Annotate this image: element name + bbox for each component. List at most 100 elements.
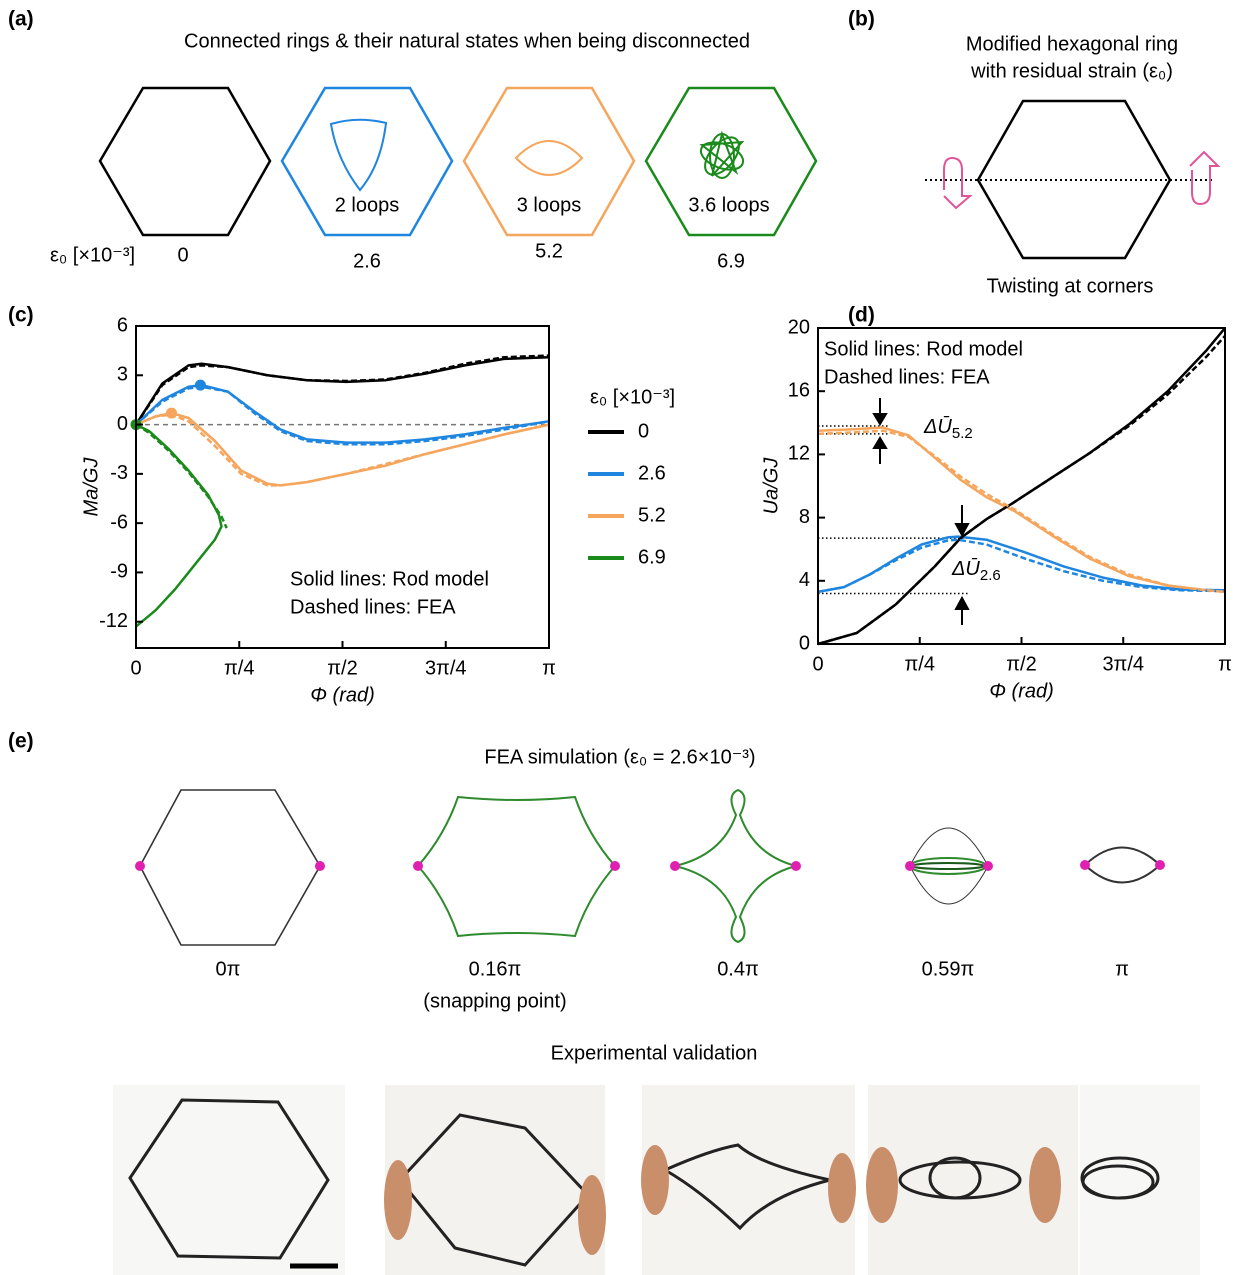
gap-subscript: 5.2 xyxy=(952,425,973,442)
panel-title: with residual strain (ε₀) xyxy=(970,60,1173,82)
x-tick-label: π/2 xyxy=(1006,653,1036,675)
y-tick-label: -3 xyxy=(110,462,128,484)
annotation: Dashed lines: FEA xyxy=(290,596,456,618)
y-tick-label: -6 xyxy=(110,511,128,533)
clamp-point xyxy=(983,861,993,871)
y-tick-label: 20 xyxy=(788,316,810,338)
y-axis-label: Ma/GJ xyxy=(80,457,102,517)
fea-shape xyxy=(1085,848,1160,883)
y-tick-label: 3 xyxy=(117,364,128,386)
clamp-point xyxy=(670,861,680,871)
legend-label: 5.2 xyxy=(638,504,666,526)
hand xyxy=(1029,1147,1061,1223)
y-axis-label: Ua/GJ xyxy=(760,457,782,515)
panel-title: FEA simulation (ε₀ = 2.6×10⁻³) xyxy=(484,746,755,768)
fea-shape xyxy=(910,828,988,904)
panel-title: Connected rings & their natural states w… xyxy=(184,30,750,52)
panel-label: (e) xyxy=(8,730,34,753)
hand xyxy=(828,1153,856,1223)
x-tick-label: 3π/4 xyxy=(425,657,467,679)
panel-subtitle: Experimental validation xyxy=(551,1042,758,1064)
y-tick-label: 8 xyxy=(799,506,810,528)
state-label: 0π xyxy=(216,958,241,980)
panel-label: (c) xyxy=(8,304,34,327)
y-tick-label: -12 xyxy=(99,610,128,632)
gap-symbol: ΔŪ xyxy=(951,557,980,580)
photo xyxy=(1080,1085,1200,1275)
natural-state xyxy=(516,141,582,175)
y-tick-label: 0 xyxy=(799,632,810,654)
fea-line xyxy=(136,387,549,445)
snap-point xyxy=(195,380,206,391)
legend-label: 6.9 xyxy=(638,546,666,568)
rod-line xyxy=(136,357,549,424)
fea-shapes xyxy=(140,790,1160,945)
natural-state xyxy=(697,131,747,180)
rod-line xyxy=(136,385,549,443)
gap-subscript: 2.6 xyxy=(980,567,1001,584)
arrow-head xyxy=(956,598,968,609)
y-tick-label: 12 xyxy=(788,443,810,465)
fea-shape xyxy=(418,797,615,936)
hand xyxy=(866,1147,898,1223)
state-label: 0.16π xyxy=(469,958,522,980)
twist-arrow xyxy=(1190,152,1218,204)
panel-label: (b) xyxy=(848,8,875,31)
figure: (a) (b) (c) (d) (e) Connected rings & th… xyxy=(0,0,1248,1275)
y-tick-label: 4 xyxy=(799,569,810,591)
x-tick-label: π/4 xyxy=(905,653,935,675)
clamp-point xyxy=(905,861,915,871)
legend-label: 2.6 xyxy=(638,462,666,484)
clamp-point xyxy=(1080,860,1090,870)
x-tick-label: π/2 xyxy=(327,657,357,679)
clamp-point xyxy=(791,861,801,871)
x-tick-label: 3π/4 xyxy=(1102,653,1144,675)
loop xyxy=(699,131,746,180)
fea-shape xyxy=(910,858,986,874)
panel-title: Modified hexagonal ring xyxy=(966,33,1178,55)
rod-line xyxy=(136,425,222,627)
fea-shape xyxy=(140,790,320,945)
y-tick-label: 0 xyxy=(117,413,128,435)
x-axis-label: Φ (rad) xyxy=(310,684,375,706)
arrow-head xyxy=(874,414,886,424)
annotation: Solid lines: Rod model xyxy=(290,568,489,590)
state-label: 0.59π xyxy=(922,958,975,980)
natural-state xyxy=(331,120,386,190)
clamp-point xyxy=(135,861,145,871)
clamp-point xyxy=(1155,860,1165,870)
x-tick-label: 0 xyxy=(812,653,823,675)
state-label: 0.4π xyxy=(717,958,759,980)
caption: Twisting at corners xyxy=(987,275,1154,297)
y-tick-label: -9 xyxy=(110,561,128,583)
photos xyxy=(113,1085,1200,1275)
hand xyxy=(578,1175,606,1255)
x-axis-label: Φ (rad) xyxy=(989,680,1054,702)
ring-label: 3.6 loops xyxy=(688,194,769,216)
y-tick-label: 6 xyxy=(117,314,128,336)
ring-value: 2.6 xyxy=(353,250,381,272)
clamp-point xyxy=(315,861,325,871)
hand xyxy=(384,1160,412,1240)
x-tick-label: π xyxy=(542,657,556,679)
twist-arrow xyxy=(944,158,970,208)
fea-shape xyxy=(675,790,796,942)
fea-line xyxy=(136,356,549,425)
panel-label: (a) xyxy=(8,8,34,31)
clamp-points xyxy=(135,860,1165,871)
y-tick-label: 16 xyxy=(788,379,810,401)
state-note: (snapping point) xyxy=(423,990,566,1012)
ring-label: 2 loops xyxy=(335,194,400,216)
hand xyxy=(641,1145,669,1215)
row-label: ε₀ [×10⁻³] xyxy=(50,244,135,266)
x-tick-label: π/4 xyxy=(224,657,254,679)
fea-shape xyxy=(912,863,984,869)
annotation: Solid lines: Rod model xyxy=(824,338,1023,360)
state-label: π xyxy=(1115,958,1129,980)
legend-title: ε₀ [×10⁻³] xyxy=(590,386,675,408)
panel-label: (d) xyxy=(848,304,875,327)
gap-symbol: ΔŪ xyxy=(923,415,952,438)
snap-point xyxy=(166,408,177,419)
legend-label: 0 xyxy=(638,420,649,442)
x-tick-label: 0 xyxy=(130,657,141,679)
